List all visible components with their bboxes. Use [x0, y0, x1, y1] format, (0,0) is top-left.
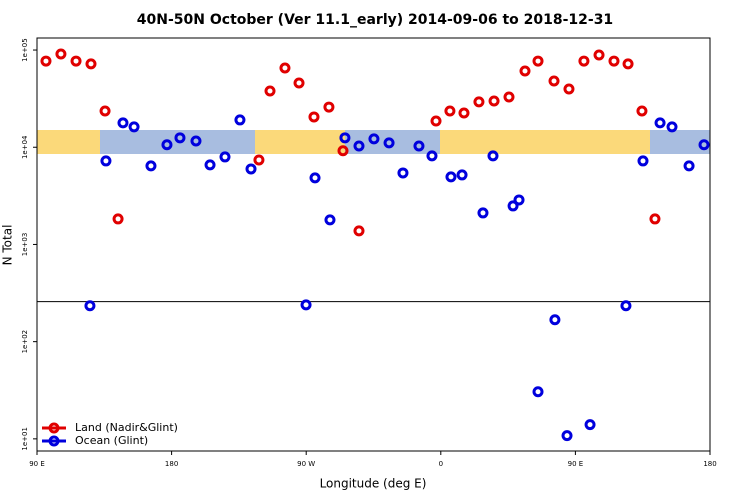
point: [293, 77, 305, 89]
point: [85, 58, 97, 70]
y-tick-label: 1e+04: [21, 135, 29, 159]
point: [620, 300, 632, 312]
legend-label: Ocean (Glint): [75, 434, 148, 447]
point: [40, 55, 52, 67]
point: [578, 55, 590, 67]
point: [112, 213, 124, 225]
point: [339, 132, 351, 144]
x-tick-label: 180: [703, 460, 716, 468]
point: [190, 135, 202, 147]
point: [264, 85, 276, 97]
point: [426, 150, 438, 162]
point: [245, 163, 257, 175]
point: [413, 140, 425, 152]
point: [397, 167, 409, 179]
chart-title: 40N-50N October (Ver 11.1_early) 2014-09…: [137, 12, 613, 28]
point: [308, 111, 320, 123]
point: [503, 91, 515, 103]
point: [444, 105, 456, 117]
point: [549, 314, 561, 326]
y-tick-label: 1e+03: [21, 233, 29, 257]
x-tick-label: 90 E: [568, 460, 584, 468]
point: [488, 95, 500, 107]
point: [353, 225, 365, 237]
point: [593, 49, 605, 61]
point: [174, 132, 186, 144]
x-axis-label: Longitude (deg E): [320, 477, 427, 491]
point: [219, 151, 231, 163]
point: [548, 75, 560, 87]
point: [561, 430, 573, 442]
x-tick-label: 0: [439, 460, 443, 468]
point: [128, 121, 140, 133]
y-axis-label: N Total: [1, 225, 15, 266]
point: [698, 139, 710, 151]
y-tick-label: 1e+05: [21, 38, 29, 62]
point: [507, 200, 519, 212]
point: [383, 137, 395, 149]
x-tick-label: 90 W: [297, 460, 315, 468]
point: [608, 55, 620, 67]
point: [445, 171, 457, 183]
point: [324, 214, 336, 226]
point: [99, 105, 111, 117]
point: [353, 140, 365, 152]
point: [637, 155, 649, 167]
point: [456, 169, 468, 181]
point: [636, 105, 648, 117]
point: [100, 155, 112, 167]
point: [117, 117, 129, 129]
point: [55, 48, 67, 60]
point: [473, 96, 485, 108]
point: [309, 172, 321, 184]
point: [234, 114, 246, 126]
point: [279, 62, 291, 74]
point: [84, 300, 96, 312]
point: [584, 419, 596, 431]
point: [70, 55, 82, 67]
point: [145, 160, 157, 172]
point: [563, 83, 575, 95]
point: [368, 133, 380, 145]
legend-marker: [48, 435, 60, 447]
point: [666, 121, 678, 133]
point: [161, 139, 173, 151]
point: [532, 55, 544, 67]
legend-label: Land (Nadir&Glint): [75, 421, 178, 434]
point: [519, 65, 531, 77]
point: [300, 299, 312, 311]
point: [649, 213, 661, 225]
point: [622, 58, 634, 70]
y-tick-label: 1e+02: [21, 330, 29, 354]
point: [513, 194, 525, 206]
point: [683, 160, 695, 172]
point: [487, 150, 499, 162]
point: [253, 154, 265, 166]
x-tick-label: 180: [165, 460, 178, 468]
point: [654, 117, 666, 129]
point: [458, 107, 470, 119]
point: [430, 115, 442, 127]
point: [337, 145, 349, 157]
y-tick-label: 1e+01: [21, 427, 29, 451]
x-tick-label: 90 E: [29, 460, 45, 468]
point: [477, 207, 489, 219]
point: [204, 159, 216, 171]
legend-marker: [48, 422, 60, 434]
plot-frame: [36, 37, 711, 452]
point: [323, 101, 335, 113]
point: [532, 386, 544, 398]
